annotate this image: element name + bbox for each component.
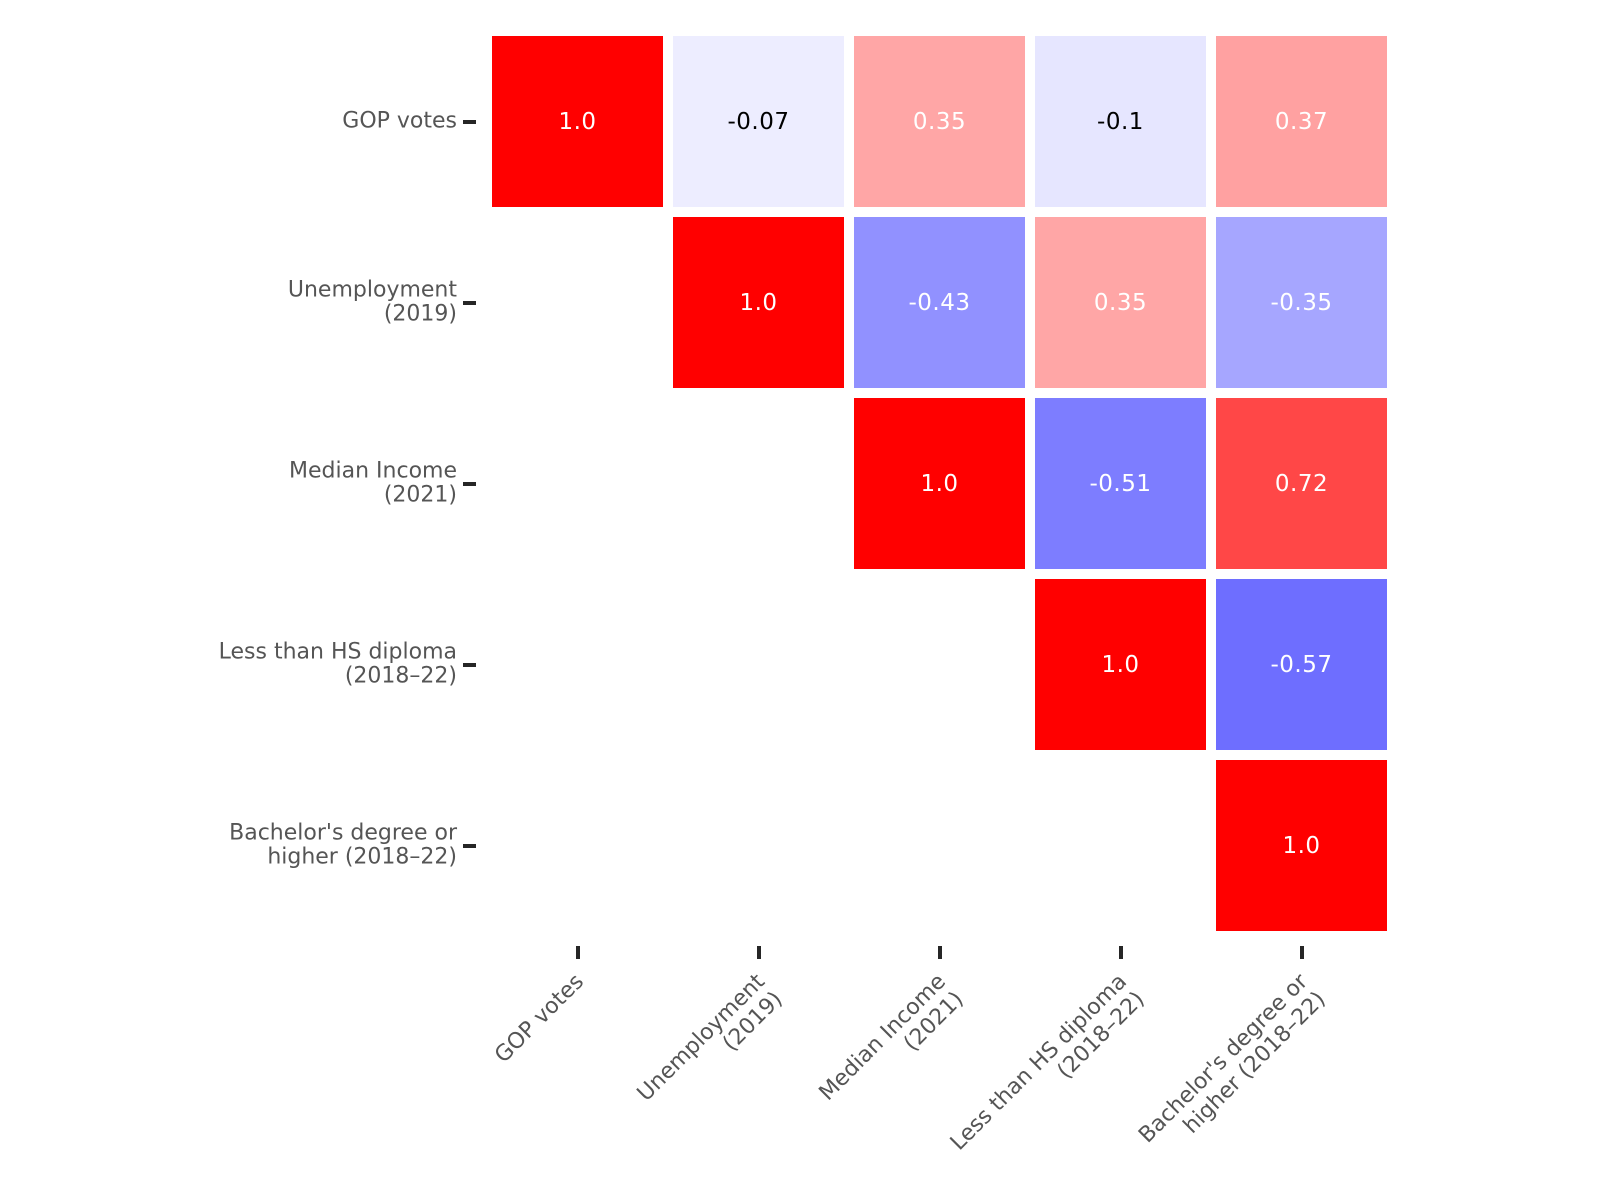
- x-tick-mark: [575, 946, 580, 959]
- x-tick-mark: [756, 946, 761, 959]
- y-tick-mark: [463, 481, 476, 486]
- x-tick-mark: [1118, 946, 1123, 959]
- heatmap-cell-r0c4: 0.37: [1216, 36, 1387, 207]
- heatmap-cell-r3c3: 1.0: [1035, 579, 1206, 750]
- heatmap-cell-r1c4: -0.35: [1216, 217, 1387, 388]
- y-axis-label-2: Median Income (2021): [289, 457, 457, 508]
- y-tick-mark: [463, 119, 476, 124]
- cell-value-label: 0.35: [1093, 289, 1148, 316]
- heatmap-cell-r1c1: 1.0: [673, 217, 844, 388]
- heatmap-cell-r4c4: 1.0: [1216, 760, 1387, 931]
- x-axis-label-1: Unemployment (2019): [632, 969, 787, 1107]
- heatmap-cell-r0c2: 0.35: [854, 36, 1025, 207]
- cell-value-label: -0.57: [1270, 651, 1333, 678]
- heatmap-cell-r0c0: 1.0: [492, 36, 663, 207]
- heatmap-cell-r0c1: -0.07: [673, 36, 844, 207]
- heatmap-cell-r2c2: 1.0: [854, 398, 1025, 569]
- y-axis-label-1: Unemployment (2019): [287, 276, 457, 327]
- x-tick-mark: [937, 946, 942, 959]
- x-tick-mark: [1299, 946, 1304, 959]
- cell-value-label: 1.0: [920, 470, 959, 497]
- y-axis-label-3: Less than HS diploma (2018–22): [218, 638, 457, 689]
- cell-value-label: -0.43: [908, 289, 971, 316]
- cell-value-label: -0.07: [727, 108, 790, 135]
- heatmap-cell-r0c3: -0.1: [1035, 36, 1206, 207]
- heatmap-cell-r3c4: -0.57: [1216, 579, 1387, 750]
- cell-value-label: 0.35: [912, 108, 967, 135]
- cell-value-label: 1.0: [1282, 832, 1321, 859]
- cell-value-label: 0.37: [1274, 108, 1329, 135]
- y-axis-label-4: Bachelor's degree or higher (2018–22): [229, 819, 457, 870]
- heatmap-cell-r2c4: 0.72: [1216, 398, 1387, 569]
- cell-value-label: 0.72: [1274, 470, 1329, 497]
- y-tick-mark: [463, 843, 476, 848]
- heatmap-cell-r1c3: 0.35: [1035, 217, 1206, 388]
- cell-value-label: 1.0: [1101, 651, 1140, 678]
- cell-value-label: -0.51: [1089, 470, 1152, 497]
- x-axis-label-0: GOP votes: [489, 969, 589, 1069]
- cell-value-label: 1.0: [558, 108, 597, 135]
- cell-value-label: 1.0: [739, 289, 778, 316]
- heatmap-cell-r1c2: -0.43: [854, 217, 1025, 388]
- heatmap-cell-r2c3: -0.51: [1035, 398, 1206, 569]
- cell-value-label: -0.35: [1270, 289, 1333, 316]
- y-axis-label-0: GOP votes: [342, 108, 457, 134]
- cell-value-label: -0.1: [1097, 108, 1144, 135]
- y-tick-mark: [463, 300, 476, 305]
- y-tick-mark: [463, 662, 476, 667]
